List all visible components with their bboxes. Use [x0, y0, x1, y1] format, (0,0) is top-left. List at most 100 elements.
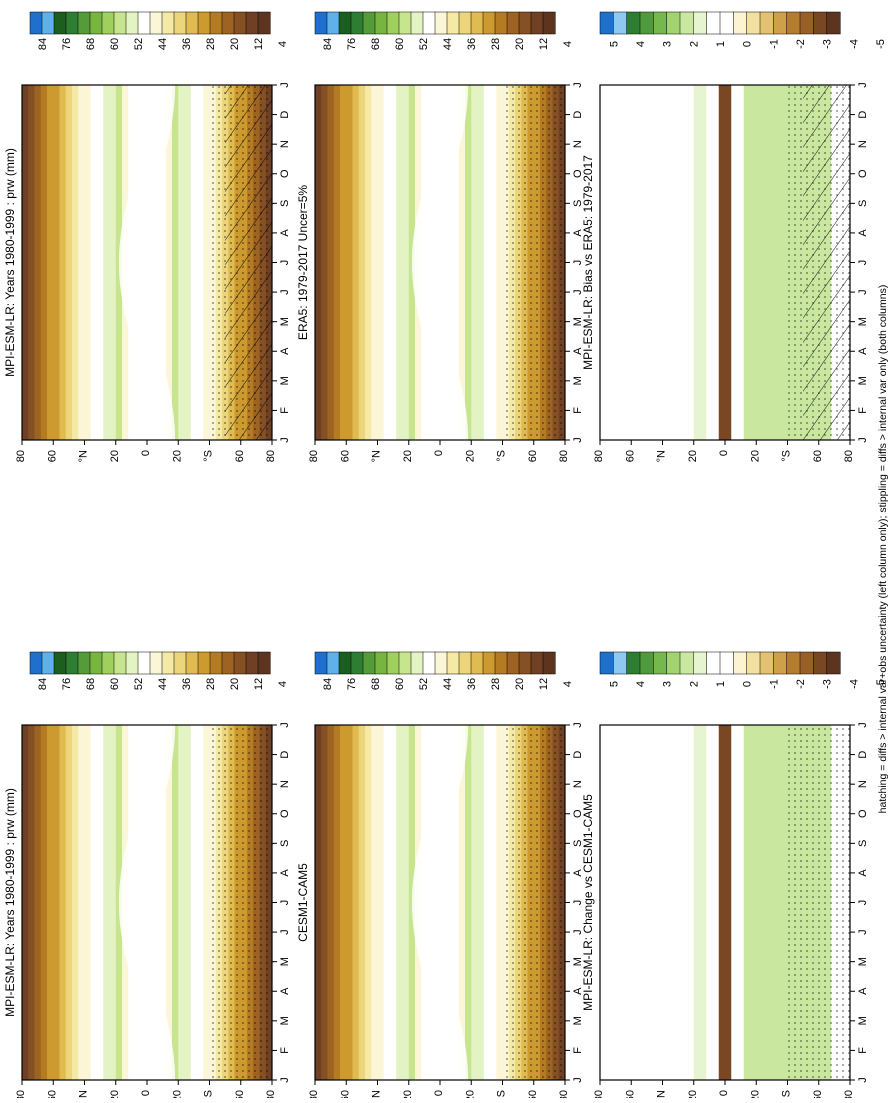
colorbar-label: 60	[394, 678, 406, 690]
colorbar-swatch	[422, 651, 436, 675]
hatch-region	[803, 85, 850, 440]
month-label: N	[857, 140, 869, 148]
band	[725, 85, 732, 440]
band	[147, 85, 154, 440]
band	[365, 725, 372, 1080]
band	[197, 85, 204, 440]
month-label: J	[572, 260, 584, 266]
colorbar-label: -4	[848, 679, 860, 689]
band	[321, 85, 328, 440]
colorbar-swatch	[773, 11, 788, 35]
band	[693, 85, 701, 440]
colorbar-swatch	[759, 11, 774, 35]
colorbar-label: -2	[795, 679, 807, 689]
band	[159, 725, 167, 1080]
colorbar-label: 0	[742, 41, 754, 47]
band	[315, 725, 322, 1080]
colorbar-swatch	[173, 11, 187, 35]
month-label: A	[279, 869, 291, 877]
colorbar-swatch	[518, 651, 532, 675]
colorbar-label: -1	[768, 679, 780, 689]
colorbar-label: 68	[85, 678, 97, 690]
lat-label: 80	[843, 450, 855, 462]
month-label: F	[279, 1047, 291, 1054]
colorbar-swatch	[666, 11, 681, 35]
band	[34, 725, 42, 1080]
panel-3: J F M A M J J A S O N D J 80 60 °N 20 0 20 °S 60 80 ERA5: 1979…	[296, 82, 584, 462]
colorbar-swatch	[482, 11, 496, 35]
colorbar-label: 68	[85, 38, 97, 50]
colorbar-label: 76	[346, 38, 358, 50]
lat-label: 0	[433, 450, 445, 456]
band	[184, 85, 192, 440]
band	[706, 725, 713, 1080]
month-label: N	[572, 140, 584, 148]
colorbar-swatch	[470, 11, 484, 35]
colorbar-label: 68	[370, 678, 382, 690]
lat-label: 80	[265, 450, 277, 462]
month-label: J	[572, 82, 584, 88]
month-label: J	[572, 722, 584, 728]
lat-label: 20	[687, 450, 699, 462]
month-label: D	[857, 111, 869, 119]
lat-label: 20	[171, 1090, 183, 1098]
colorbar-label: 36	[181, 38, 193, 50]
band	[477, 85, 485, 440]
band	[383, 85, 391, 440]
colorbar-swatch	[161, 11, 175, 35]
colorbar-3: 84 76 68 60 52 44 36 28 20 12 4	[314, 11, 574, 50]
colorbar-swatch	[626, 651, 641, 675]
colorbar-swatch	[639, 651, 654, 675]
colorbar-swatch	[494, 11, 508, 35]
band	[333, 725, 341, 1080]
month-label: D	[279, 751, 291, 759]
band	[22, 85, 29, 440]
colorbar-swatch	[113, 11, 127, 35]
month-label: J	[857, 289, 869, 295]
colorbar-swatch	[599, 11, 614, 35]
lat-label: 60	[339, 1090, 351, 1098]
month-label: J	[279, 1077, 291, 1083]
month-label: D	[279, 111, 291, 119]
colorbar-swatch	[161, 651, 175, 675]
band	[662, 85, 670, 440]
colorbar-swatch	[494, 651, 508, 675]
colorbar-swatch	[386, 651, 400, 675]
colorbar-label: 44	[157, 678, 169, 690]
colorbar-swatch	[41, 11, 55, 35]
lat-label: °N	[656, 1090, 668, 1098]
month-label: S	[857, 840, 869, 847]
lat-label: 60	[46, 450, 58, 462]
band	[612, 725, 620, 1080]
band	[433, 725, 441, 1080]
band	[681, 85, 688, 440]
colorbar-swatch	[530, 11, 544, 35]
band	[743, 725, 751, 1080]
colorbar-swatch	[257, 651, 271, 675]
lat-label: 60	[812, 1090, 824, 1098]
band	[59, 725, 67, 1080]
band	[483, 725, 491, 1080]
colorbar-swatch	[386, 11, 400, 35]
lat-label: °S	[496, 1090, 508, 1098]
colorbar-label: 2	[688, 41, 700, 47]
band	[172, 725, 179, 1080]
colorbar-4: 84 76 68 60 52 44 36 28 20 12 4	[314, 651, 574, 690]
colorbar-label: -5	[875, 679, 887, 689]
band	[172, 85, 179, 440]
colorbar-label: 4	[635, 681, 647, 687]
colorbar-swatch	[422, 11, 436, 35]
month-label: D	[572, 751, 584, 759]
colorbar-swatch	[733, 651, 748, 675]
band	[40, 725, 48, 1080]
colorbar-label: 68	[370, 38, 382, 50]
band	[34, 85, 42, 440]
month-label: A	[572, 987, 584, 995]
lat-label: 60	[624, 450, 636, 462]
band	[396, 85, 403, 440]
month-label: A	[857, 347, 869, 355]
month-label: J	[279, 900, 291, 906]
colorbar-swatch	[542, 11, 556, 35]
colorbar-label: 5	[608, 41, 620, 47]
band	[458, 85, 466, 440]
